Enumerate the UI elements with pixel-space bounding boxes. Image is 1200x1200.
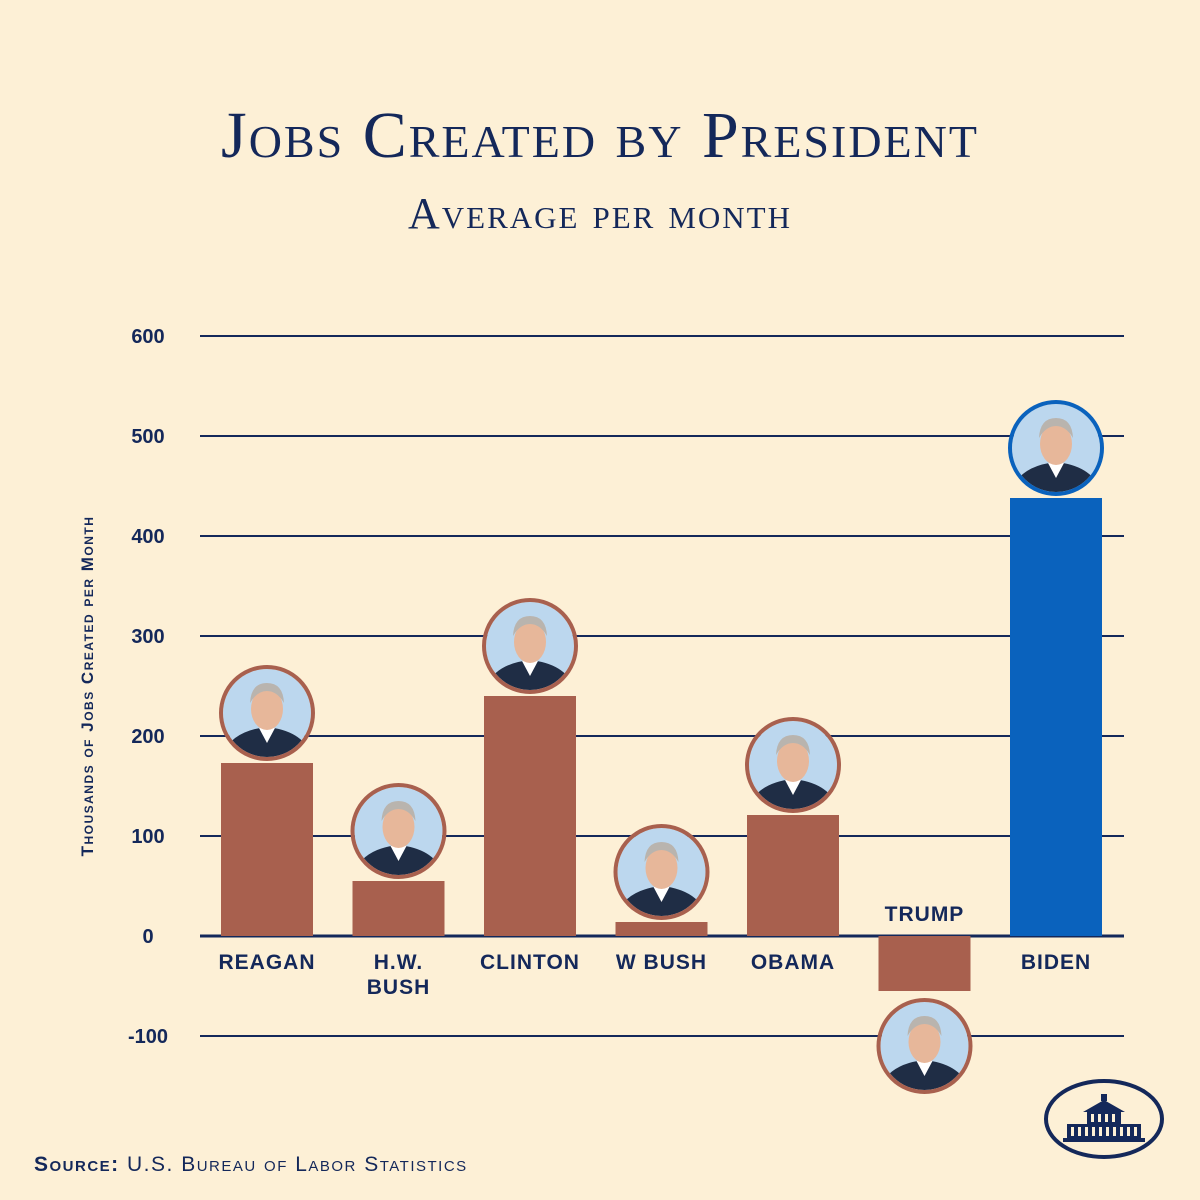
y-tick-label: 100 (131, 826, 164, 848)
source-note: Source: U.S. Bureau of Labor Statistics (34, 1153, 468, 1177)
chart-title: Jobs Created by President (221, 99, 979, 172)
bar-layer (221, 498, 1102, 991)
y-tick-label: 200 (131, 726, 164, 748)
x-tick-label: W BUSH (616, 951, 707, 974)
bar-h-w-bush (352, 881, 445, 936)
bar-biden (1010, 498, 1102, 936)
x-tick-label: BIDEN (1021, 951, 1091, 974)
y-tick-label: 0 (142, 926, 153, 948)
bar-clinton (484, 696, 576, 936)
x-tick-label: OBAMA (751, 951, 835, 974)
reagan-portrait-icon (219, 665, 315, 761)
y-tick-label: 400 (131, 526, 164, 548)
bar-obama (747, 815, 839, 936)
x-tick-label: H.W. (374, 951, 424, 974)
y-tick-label: -100 (128, 1026, 168, 1048)
white-house-icon (1044, 1079, 1164, 1159)
portrait-layer (219, 400, 1104, 1094)
source-label: Source: (34, 1153, 120, 1176)
x-tick-label: CLINTON (480, 951, 580, 974)
hw-bush-portrait-icon (350, 783, 447, 879)
biden-portrait-icon (1008, 400, 1104, 496)
clinton-portrait-icon (482, 598, 578, 694)
label-layer: REAGAN H.W.BUSH CLINTON W BUSH OBAMA TRUMP BID… (218, 903, 1091, 999)
y-tick-label: 600 (131, 326, 164, 348)
w-bush-portrait-icon (613, 824, 710, 920)
obama-portrait-icon (745, 717, 841, 813)
bar-w-bush (615, 922, 708, 936)
trump-portrait-icon (876, 998, 973, 1094)
y-tick-label: 300 (131, 626, 164, 648)
bar-reagan (221, 763, 313, 936)
x-tick-label: TRUMP (885, 903, 965, 926)
x-tick-label: BUSH (367, 976, 431, 999)
y-tick-label: 500 (131, 426, 164, 448)
source-text: U.S. Bureau of Labor Statistics (127, 1153, 468, 1176)
bar-trump (878, 936, 971, 991)
x-tick-label: REAGAN (218, 951, 315, 974)
chart-subtitle: Average per month (407, 189, 792, 238)
